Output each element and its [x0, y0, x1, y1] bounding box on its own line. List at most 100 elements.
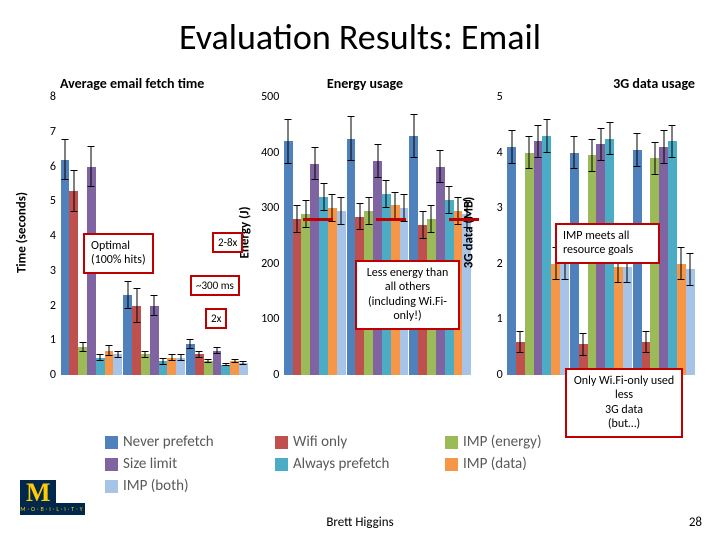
- error-bar: [136, 288, 137, 323]
- error-bar: [305, 200, 306, 228]
- y-tick: 400: [261, 146, 279, 160]
- error-bar: [681, 247, 682, 280]
- bar: [319, 197, 328, 375]
- annot-2x: 2x: [205, 308, 227, 329]
- y-tick: 2: [497, 257, 503, 271]
- legend-item: Always prefetch: [275, 455, 425, 473]
- error-bar: [163, 358, 164, 365]
- legend-label: IMP (energy): [463, 433, 542, 451]
- logo-tag: M·O·B·I·L·I·T·Y: [20, 503, 85, 515]
- error-bar: [449, 186, 450, 214]
- legend-swatch: [445, 458, 458, 471]
- error-bar: [297, 205, 298, 233]
- bar: [78, 347, 87, 375]
- error-bar: [600, 128, 601, 161]
- bar: [150, 306, 159, 376]
- error-bar: [637, 133, 638, 166]
- time-chart-title: Average email fetch time: [30, 75, 253, 92]
- error-bar: [145, 351, 146, 358]
- legend-swatch: [275, 436, 288, 449]
- bar: [61, 160, 70, 375]
- y-tick: 1: [50, 333, 56, 347]
- legend-label: Never prefetch: [123, 433, 214, 451]
- bar: [132, 306, 141, 376]
- y-tick: 0: [497, 368, 503, 382]
- error-bar: [359, 203, 360, 231]
- bar: [668, 141, 677, 375]
- error-bar: [386, 180, 387, 208]
- y-tick: 8: [50, 90, 56, 104]
- error-bar: [127, 281, 128, 309]
- energy-chart: Energy usage Energy (J) 0100200300400500: [253, 75, 476, 375]
- bar: [310, 164, 319, 375]
- legend-item: Never prefetch: [105, 433, 255, 451]
- bar: [570, 153, 579, 375]
- error-bar: [422, 211, 423, 239]
- bar: [542, 136, 551, 375]
- energy-plot: [283, 97, 471, 375]
- y-tick: 5: [497, 90, 503, 104]
- annot-2-8x: 2-8x: [212, 232, 243, 253]
- bar: [284, 141, 293, 375]
- error-bar: [645, 331, 646, 353]
- bar: [123, 295, 132, 375]
- data-chart-title: 3G data usage: [477, 75, 700, 92]
- error-bar: [73, 170, 74, 212]
- bar: [623, 267, 632, 375]
- error-bar: [341, 197, 342, 225]
- time-chart: Average email fetch time Time (seconds) …: [30, 75, 253, 375]
- bar: [516, 342, 525, 375]
- time-y-axis: 012345678: [30, 97, 58, 375]
- bar: [650, 158, 659, 375]
- error-bar: [413, 114, 414, 158]
- error-bar: [520, 331, 521, 353]
- legend-label: Size limit: [123, 455, 177, 473]
- bar: [659, 147, 668, 375]
- energy-y-axis: 0100200300400500: [253, 97, 281, 375]
- data-y-label: 3G data (MB): [461, 197, 476, 269]
- error-bar: [216, 347, 217, 354]
- error-bar: [377, 144, 378, 177]
- bar: [230, 361, 239, 375]
- footer-author: Brett Higgins: [326, 515, 393, 530]
- error-bar: [511, 130, 512, 163]
- bar: [239, 363, 248, 375]
- bar: [105, 351, 114, 375]
- error-bar: [351, 116, 352, 160]
- bar: [69, 191, 78, 375]
- annot-300ms: ~300 ms: [190, 275, 240, 296]
- bar: [507, 147, 516, 375]
- error-bar: [117, 351, 118, 358]
- bar-group: [283, 97, 346, 375]
- bar: [560, 264, 569, 375]
- legend-swatch: [445, 436, 458, 449]
- legend-label: Wifi only: [293, 433, 347, 451]
- legend-swatch: [275, 458, 288, 471]
- red-line-3: [449, 218, 479, 221]
- time-y-label: Time (seconds): [15, 192, 30, 273]
- error-bar: [690, 253, 691, 286]
- bar: [686, 269, 695, 375]
- y-tick: 3: [497, 201, 503, 215]
- error-bar: [368, 197, 369, 225]
- error-bar: [440, 150, 441, 183]
- red-line-1: [303, 218, 333, 221]
- bar: [588, 155, 597, 375]
- mobility-logo: M·O·B·I·L·I·T·Y: [20, 480, 85, 515]
- error-bar: [225, 363, 226, 366]
- error-bar: [672, 125, 673, 158]
- bar: [347, 139, 356, 375]
- y-tick: 0: [273, 368, 279, 382]
- bar: [221, 365, 230, 375]
- bar: [113, 354, 122, 375]
- y-tick: 3: [50, 264, 56, 278]
- error-bar: [583, 333, 584, 355]
- energy-chart-title: Energy usage: [253, 75, 476, 92]
- legend: Never prefetch Wifi only IMP (energy) Size …: [105, 433, 615, 495]
- red-line-2: [376, 218, 406, 221]
- error-bar: [100, 354, 101, 361]
- y-tick: 0: [50, 368, 56, 382]
- annot-optimal: Optimal (100% hits): [83, 233, 154, 274]
- legend-swatch: [105, 436, 118, 449]
- error-bar: [243, 361, 244, 364]
